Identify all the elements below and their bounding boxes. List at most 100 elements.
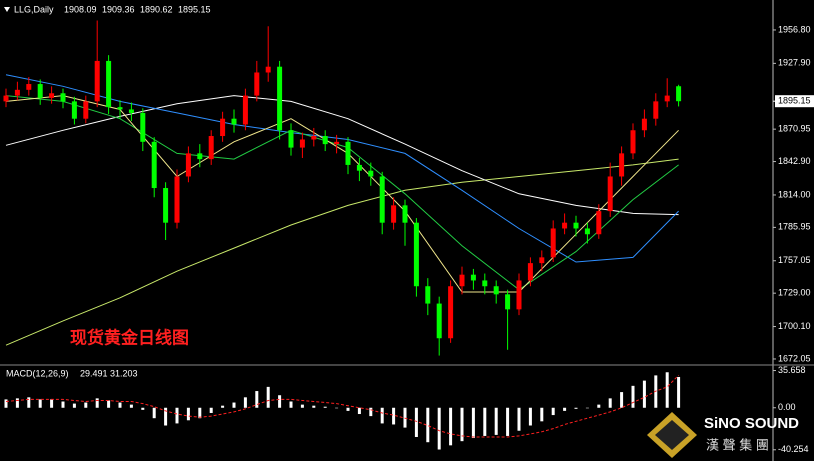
candle-body [163, 188, 169, 223]
macd-bar [50, 399, 54, 408]
candle-body [550, 228, 556, 258]
y-tick-label: 1672.05 [778, 353, 811, 363]
y-tick-label: 1785.95 [778, 222, 811, 232]
symbol: LLG,Daily [14, 4, 54, 14]
macd-value: 29.491 [80, 368, 108, 378]
header-open: 1908.09 [64, 4, 97, 14]
candle-body [174, 176, 180, 223]
macd-bar [15, 398, 19, 408]
candle-body [265, 66, 271, 73]
candle-body [505, 294, 511, 310]
candle-body [94, 60, 100, 102]
macd-bar [95, 398, 99, 408]
candle-body [345, 141, 351, 165]
macd-bar [209, 407, 213, 413]
macd-bar [608, 398, 612, 408]
candle-body [117, 107, 123, 110]
macd-bar [38, 399, 42, 408]
candle-body [562, 222, 568, 229]
macd-bar [392, 407, 396, 425]
macd-bar [540, 407, 544, 422]
candle-body [208, 136, 214, 160]
macd-bar [289, 401, 293, 408]
candle-body [516, 280, 522, 310]
y-tick-label: 1842.90 [778, 156, 811, 166]
last-price-label: 1895.15 [778, 96, 811, 106]
macd-bar [278, 395, 282, 408]
macd-bar [152, 407, 156, 419]
candle-body [653, 101, 659, 119]
candle-body [641, 118, 647, 131]
candle-body [71, 101, 77, 119]
candle-body [322, 136, 328, 145]
candle-body [242, 95, 248, 125]
candle-body [379, 176, 385, 223]
macd-bar [175, 407, 179, 424]
macd-bar [380, 407, 384, 424]
signal-value: 31.203 [110, 368, 138, 378]
macd-bar [483, 407, 487, 436]
macd-title: MACD(12,26,9) [6, 368, 69, 378]
candle-body [413, 222, 419, 287]
candle-body [334, 141, 340, 145]
y-tick-label: 1956.80 [778, 24, 811, 34]
macd-bar [243, 397, 247, 408]
macd-bar [118, 402, 122, 408]
macd-bar [312, 405, 316, 408]
y-tick-label: 1927.90 [778, 58, 811, 68]
candle-body [3, 95, 9, 102]
candle-body [106, 60, 112, 108]
signal-line [5, 374, 679, 438]
macd-bar [449, 407, 453, 446]
candle-body [140, 112, 146, 142]
candle-body [539, 257, 545, 264]
candle-body [607, 176, 613, 212]
macd-bar [335, 407, 339, 409]
macd-bar [563, 407, 567, 411]
candle-body [676, 86, 682, 102]
macd-bar [357, 407, 361, 415]
macd-bar [517, 407, 521, 431]
y-tick-label: 1814.00 [778, 189, 811, 199]
macd-bar [266, 386, 270, 408]
candle-body [49, 93, 55, 98]
candle-body [356, 164, 362, 171]
macd-bar [346, 407, 350, 411]
macd-bar [585, 407, 589, 409]
macd-bar [369, 407, 373, 417]
candle-body [664, 95, 670, 102]
candle-body [288, 130, 294, 148]
header-arrow [4, 7, 10, 12]
macd-bar [403, 407, 407, 428]
macd-bar [494, 407, 498, 435]
candle-body [231, 118, 237, 125]
macd-bar [437, 407, 441, 450]
candle-body [128, 109, 134, 113]
candle-body [619, 153, 625, 177]
logo-inner [655, 420, 689, 450]
candle-body [448, 286, 454, 339]
macd-bar [61, 401, 65, 408]
macd-bar [164, 407, 168, 426]
y-tick-label: 1700.10 [778, 321, 811, 331]
y-tick-label: -40.254 [778, 444, 809, 454]
moving-average [5, 158, 679, 346]
candle-body [527, 263, 533, 281]
macd-bar [414, 407, 418, 437]
candle-body [630, 130, 636, 154]
candle-body [311, 136, 317, 140]
candle-body [482, 280, 488, 287]
y-tick-label: 1757.05 [778, 255, 811, 265]
candle-body [37, 84, 43, 98]
candle-body [254, 72, 260, 96]
macd-bar [665, 372, 669, 408]
macd-bar [84, 402, 88, 408]
brand-subtitle: 漢 聲 集 團 [706, 437, 769, 452]
candle-body [14, 89, 20, 96]
candle-body [277, 66, 283, 131]
candle-body [436, 303, 442, 339]
macd-bar [198, 407, 202, 419]
macd-bar [72, 403, 76, 408]
